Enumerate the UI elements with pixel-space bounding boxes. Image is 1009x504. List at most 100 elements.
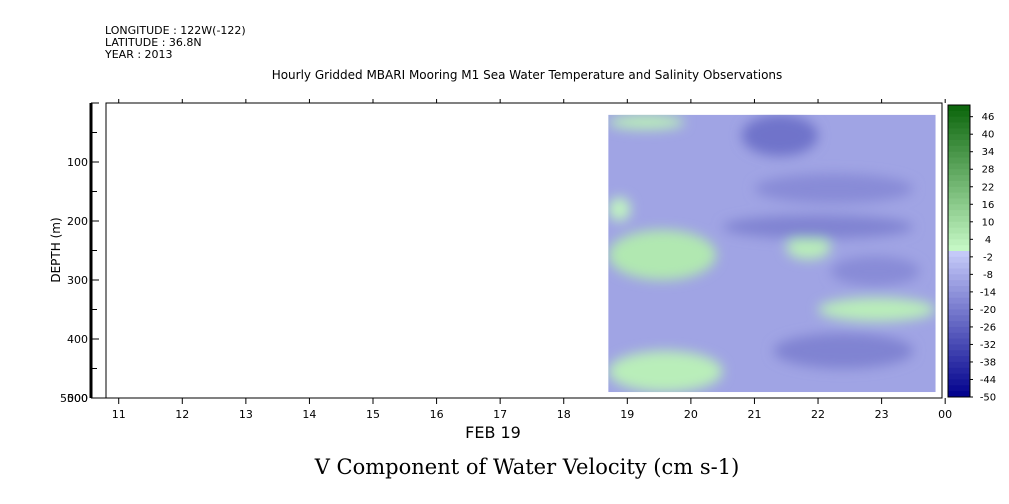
colorbar-segment-46 [948, 373, 970, 380]
y-tick-label-200: 200 [67, 215, 88, 228]
colorbar-segment-23 [948, 239, 970, 246]
colorbar-label-40: 40 [982, 130, 995, 141]
colorbar-segment-37 [948, 321, 970, 328]
colorbar-segment-26 [948, 256, 970, 264]
y-bottom-label-0: 5000 [60, 392, 88, 405]
colorbar-segment-18 [948, 210, 970, 217]
x-tick-label-20: 20 [684, 408, 698, 421]
data-feature-11 [773, 333, 914, 369]
colorbar-segment-12 [948, 175, 970, 182]
colorbar-label--26: -26 [980, 322, 996, 333]
colorbar-segment-13 [948, 180, 970, 188]
colorbar-segment-27 [948, 262, 970, 269]
colorbar-segment-49 [948, 391, 970, 398]
x-tick-label-19: 19 [620, 408, 634, 421]
x-tick-label-11: 11 [112, 408, 126, 421]
colorbar-segment-45 [948, 367, 970, 375]
data-region [608, 114, 936, 393]
colorbar: 46 40 34 28 22 16 10 4 -2 -8 -14 -20 -26 -32 -38 -44 -50 [947, 104, 996, 404]
x-tick-label-23: 23 [875, 408, 889, 421]
data-feature-5 [818, 297, 936, 322]
colorbar-segment-28 [948, 268, 970, 275]
x-tick-label-16: 16 [430, 408, 444, 421]
colorbar-label--38: -38 [980, 357, 996, 368]
longitude-label: LONGITUDE : 122W(-122) [105, 24, 246, 37]
colorbar-segment-9 [948, 157, 970, 164]
colorbar-label-28: 28 [982, 165, 995, 176]
colorbar-segment-10 [948, 163, 970, 170]
data-feature-4 [786, 235, 831, 260]
colorbar-label-22: 22 [982, 182, 995, 193]
colorbar-segment-29 [948, 274, 970, 281]
colorbar-label-10: 10 [982, 217, 995, 228]
colorbar-segment-3 [948, 122, 970, 129]
plot-title: Hourly Gridded MBARI Mooring M1 Sea Wate… [271, 68, 783, 82]
colorbar-segment-7 [948, 145, 970, 153]
colorbar-segment-39 [948, 332, 970, 339]
colorbar-segment-19 [948, 215, 970, 223]
colorbar-label--2: -2 [983, 252, 993, 263]
colorbar-segment-22 [948, 233, 970, 240]
colorbar-segment-47 [948, 379, 970, 386]
year-label: YEAR : 2013 [105, 48, 173, 61]
colorbar-segment-24 [948, 245, 970, 252]
x-tick-label-17: 17 [493, 408, 507, 421]
data-feature-6 [608, 350, 723, 393]
variable-title: V Component of Water Velocity (cm s-1) [314, 455, 740, 479]
colorbar-segment-6 [948, 140, 970, 147]
colorbar-segment-34 [948, 303, 970, 310]
colorbar-segment-48 [948, 385, 970, 392]
data-feature-10 [830, 256, 920, 286]
x-tick-label-12: 12 [175, 408, 189, 421]
y-tick-label-500: 500 [67, 392, 88, 405]
colorbar-label--8: -8 [983, 270, 993, 281]
x-tick-label-13: 13 [239, 408, 253, 421]
x-tick-label-15: 15 [366, 408, 380, 421]
x-axis-title: FEB 19 [465, 423, 521, 442]
colorbar-segment-15 [948, 192, 970, 199]
colorbar-label--20: -20 [980, 305, 996, 316]
data-feature-1 [608, 114, 685, 130]
colorbar-segment-35 [948, 309, 970, 316]
colorbar-segment-2 [948, 116, 970, 123]
data-feature-8 [754, 173, 914, 204]
colorbar-segment-42 [948, 350, 970, 357]
colorbar-segment-36 [948, 315, 970, 322]
x-tick-label-14: 14 [302, 408, 316, 421]
colorbar-label--44: -44 [980, 375, 996, 386]
colorbar-label--14: -14 [980, 287, 996, 298]
y-tick-label-100: 100 [67, 156, 88, 169]
latitude-label: LATITUDE : 36.8N [105, 36, 202, 49]
colorbar-segment-8 [948, 151, 970, 158]
x-tick-label-18: 18 [557, 408, 571, 421]
colorbar-segment-30 [948, 280, 970, 287]
colorbar-segment-16 [948, 198, 970, 205]
colorbar-segment-33 [948, 297, 970, 304]
colorbar-segment-25 [948, 251, 970, 258]
colorbar-segment-44 [948, 361, 970, 369]
colorbar-label--50: -50 [980, 393, 996, 404]
data-feature-2 [608, 197, 631, 221]
data-feature-9 [722, 215, 914, 239]
y-tick-label-300: 300 [67, 274, 88, 287]
colorbar-segment-41 [948, 344, 970, 351]
colorbar-segment-43 [948, 356, 970, 363]
x-tick-label-22: 22 [811, 408, 825, 421]
colorbar-label--32: -32 [980, 340, 996, 351]
colorbar-segment-1 [948, 110, 970, 118]
colorbar-segment-0 [948, 105, 970, 112]
colorbar-segment-20 [948, 221, 970, 229]
colorbar-segment-17 [948, 204, 970, 211]
colorbar-label-4: 4 [985, 235, 991, 246]
colorbar-segment-31 [948, 286, 970, 293]
colorbar-frame [947, 104, 971, 398]
x-tick-label-00: 00 [938, 408, 952, 421]
data-feature-7 [741, 114, 819, 157]
y-tick-label-400: 400 [67, 333, 88, 346]
colorbar-segment-21 [948, 227, 970, 234]
colorbar-segment-14 [948, 186, 970, 193]
colorbar-segment-38 [948, 326, 970, 334]
colorbar-segment-32 [948, 291, 970, 299]
